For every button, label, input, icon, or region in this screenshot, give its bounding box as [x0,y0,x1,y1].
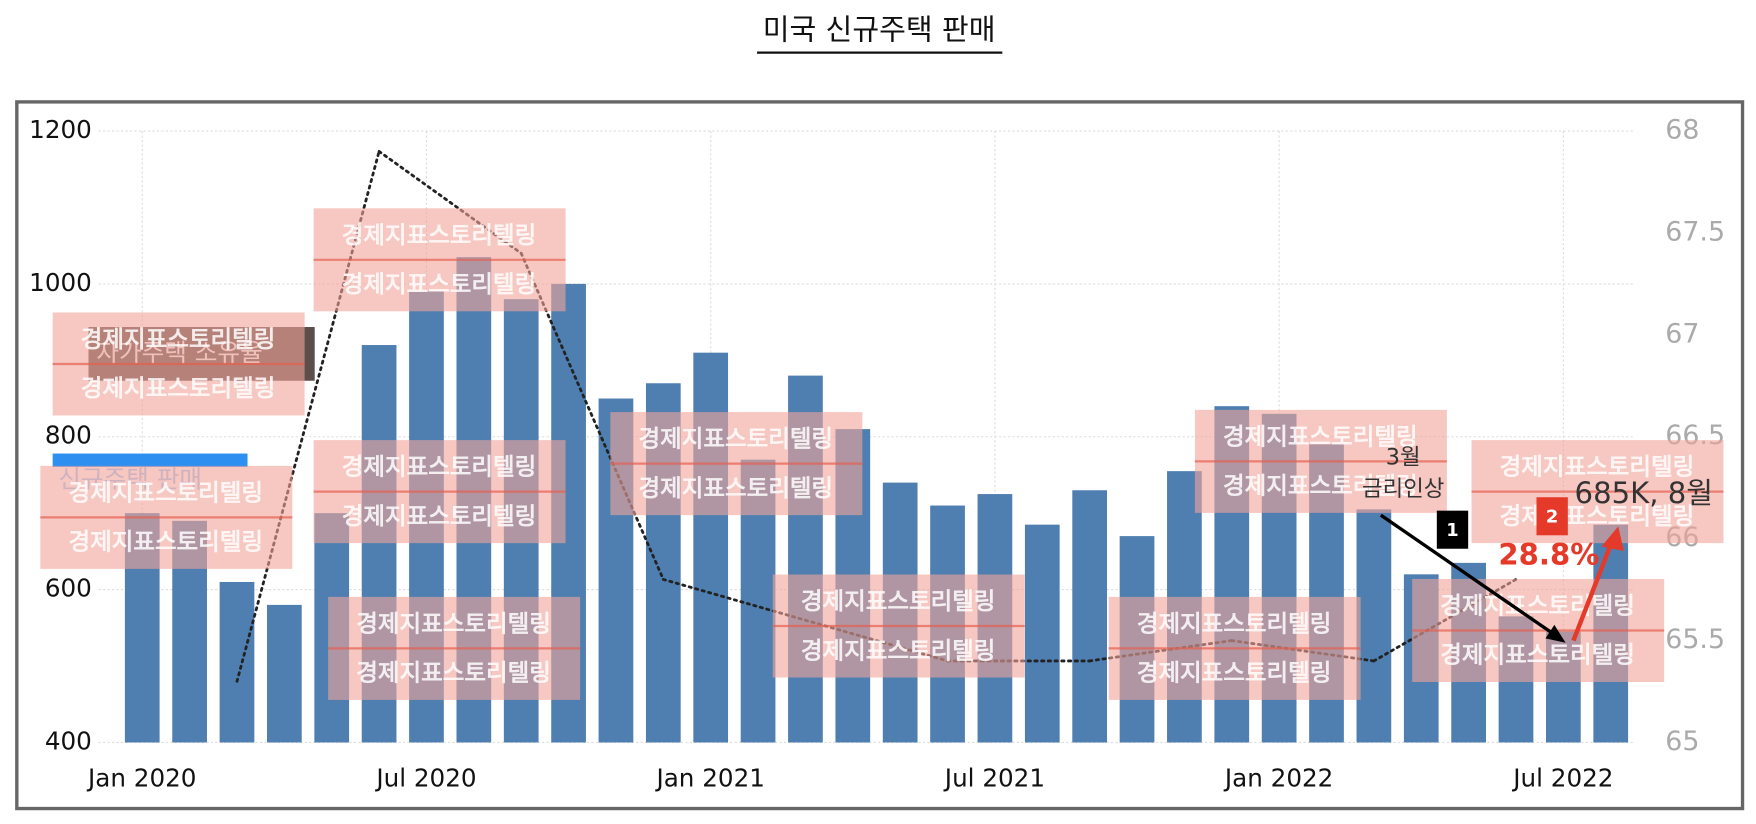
y-tick-label: 1200 [29,115,92,144]
x-tick-label: Jul 2020 [374,763,476,792]
watermark: 경제지표스토리텔링 [342,221,537,249]
y-tick-label: 600 [45,574,92,603]
x-tick-label: Jul 2022 [1511,763,1613,792]
watermark: 경제지표스토리텔링 [342,453,537,481]
arrow-head [1545,624,1566,643]
bar [1072,490,1108,743]
x-tick-label: Jul 2021 [943,763,1045,792]
bar [219,581,255,743]
watermark: 경제지표스토리텔링 [68,478,263,506]
watermark: 경제지표스토리텔링 [81,374,276,402]
annotation: 금리인상 [1362,476,1444,502]
legend-swatch [52,453,248,467]
frame [15,100,1745,811]
watermark: 경제지표스토리텔링 [1223,472,1418,500]
watermark: 경제지표스토리텔링 [342,270,537,298]
y2-tick-label: 67.5 [1665,216,1725,247]
line-segment [377,150,523,255]
bar [266,604,302,743]
watermark: 경제지표스토리텔링 [1223,422,1418,450]
watermark: 경제지표스토리텔링 [342,502,537,530]
watermark: 경제지표스토리텔링 [1440,641,1635,669]
watermark: 경제지표스토리텔링 [356,609,551,637]
bar [693,352,729,743]
watermark: 경제지표스토리텔링 [1440,591,1635,619]
watermark: 경제지표스토리텔링 [1500,453,1695,481]
watermark: 경제지표스토리텔링 [81,325,276,353]
y2-tick-label: 65 [1665,726,1699,757]
badge [1536,497,1568,536]
annotation: 2 [1546,506,1558,527]
annotation: 3월 [1386,445,1421,471]
x-tick-label: Jan 2020 [86,763,196,792]
arrow [1571,538,1615,642]
y2-tick-label: 65.5 [1665,624,1725,655]
watermark: 경제지표스토리텔링 [1137,609,1332,637]
watermark: 경제지표스토리텔링 [356,659,551,687]
arrow [1379,513,1558,638]
watermark: 경제지표스토리텔링 [638,474,833,502]
annotation: 28.8% [1498,538,1599,572]
y-tick-label: 1000 [29,268,92,297]
bar [1356,509,1392,743]
watermark: 경제지표스토리텔링 [638,425,833,453]
annotation: 685K, 8월 [1575,476,1713,510]
arrow-head [1601,526,1624,551]
x-tick-label: Jan 2022 [1223,763,1333,792]
watermark: 경제지표스토리텔링 [68,528,263,556]
watermark: 경제지표스토리텔링 [1500,502,1695,530]
watermark: 경제지표스토리텔링 [1137,659,1332,687]
watermark: 경제지표스토리텔링 [801,587,996,615]
x-tick-label: Jan 2021 [654,763,764,792]
y2-tick-label: 68 [1665,115,1699,146]
watermark: 경제지표스토리텔링 [801,636,996,664]
chart-title: 미국 신규주택 판매 [763,12,996,46]
y-tick-label: 400 [45,726,92,755]
badge [1436,510,1469,549]
bar [1024,524,1060,743]
y2-tick-label: 67 [1665,318,1699,349]
annotation: 1 [1446,520,1458,541]
y-tick-label: 800 [45,421,92,450]
